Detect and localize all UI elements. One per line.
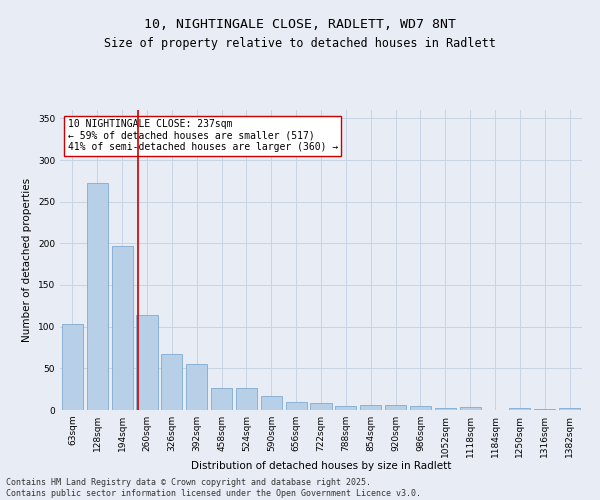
Bar [509, 408, 530, 410]
Bar [136, 315, 158, 410]
Bar [161, 354, 182, 410]
Bar [62, 324, 83, 410]
Bar [286, 402, 307, 410]
Bar [310, 402, 332, 410]
Bar [87, 184, 108, 410]
Bar [559, 408, 580, 410]
Bar [335, 406, 356, 410]
Text: Contains HM Land Registry data © Crown copyright and database right 2025.
Contai: Contains HM Land Registry data © Crown c… [6, 478, 421, 498]
Y-axis label: Number of detached properties: Number of detached properties [22, 178, 32, 342]
Bar [460, 406, 481, 410]
X-axis label: Distribution of detached houses by size in Radlett: Distribution of detached houses by size … [191, 461, 451, 471]
Bar [112, 246, 133, 410]
Bar [385, 405, 406, 410]
Text: Size of property relative to detached houses in Radlett: Size of property relative to detached ho… [104, 38, 496, 51]
Bar [211, 388, 232, 410]
Bar [236, 388, 257, 410]
Bar [261, 396, 282, 410]
Bar [534, 409, 555, 410]
Bar [410, 406, 431, 410]
Bar [435, 408, 456, 410]
Text: 10, NIGHTINGALE CLOSE, RADLETT, WD7 8NT: 10, NIGHTINGALE CLOSE, RADLETT, WD7 8NT [144, 18, 456, 30]
Bar [186, 364, 207, 410]
Bar [360, 405, 381, 410]
Text: 10 NIGHTINGALE CLOSE: 237sqm
← 59% of detached houses are smaller (517)
41% of s: 10 NIGHTINGALE CLOSE: 237sqm ← 59% of de… [68, 119, 338, 152]
